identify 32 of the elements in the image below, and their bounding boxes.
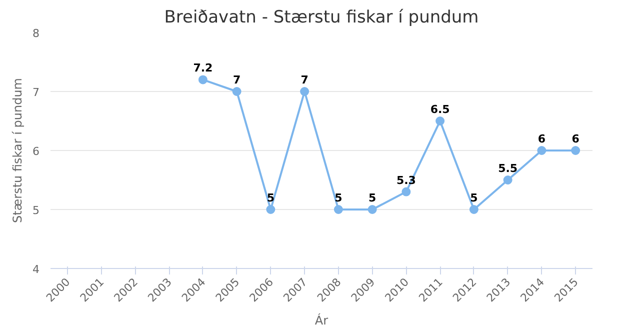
point: [368, 205, 377, 214]
chart-title: Breiðavatn - Stærstu fiskar í pundum: [164, 8, 479, 28]
data-label: 5: [368, 192, 376, 204]
point: [198, 75, 208, 84]
data-label: 5.5: [498, 162, 518, 175]
point: [537, 146, 546, 155]
y-axis-title: Stærstu fiskar í pundum: [10, 78, 24, 223]
data-label: 6: [538, 132, 546, 146]
y-tick-label: 7: [32, 86, 40, 99]
point: [334, 205, 343, 214]
point: [469, 205, 478, 214]
y-tick-label: 6: [32, 145, 40, 158]
data-label: 7: [300, 74, 308, 86]
point: [436, 116, 445, 126]
data-label: 7.2: [193, 62, 213, 75]
point: [232, 87, 242, 96]
data-label: 6: [572, 132, 580, 146]
data-label: 5: [470, 192, 478, 204]
point: [503, 176, 512, 184]
y-tick-label: 5: [32, 204, 40, 217]
point: [266, 205, 276, 214]
data-label: 5.3: [396, 174, 416, 187]
point: [300, 87, 310, 96]
y-tick-label: 8: [32, 27, 40, 40]
x-axis-title: Ár: [314, 312, 328, 328]
y-tick-label: 4: [32, 263, 40, 276]
point: [402, 187, 411, 196]
point: [571, 146, 580, 155]
data-label: 5: [334, 192, 342, 204]
data-label: 5: [266, 192, 275, 204]
data-label: 6.5: [430, 103, 450, 116]
data-label: 7: [232, 74, 241, 86]
